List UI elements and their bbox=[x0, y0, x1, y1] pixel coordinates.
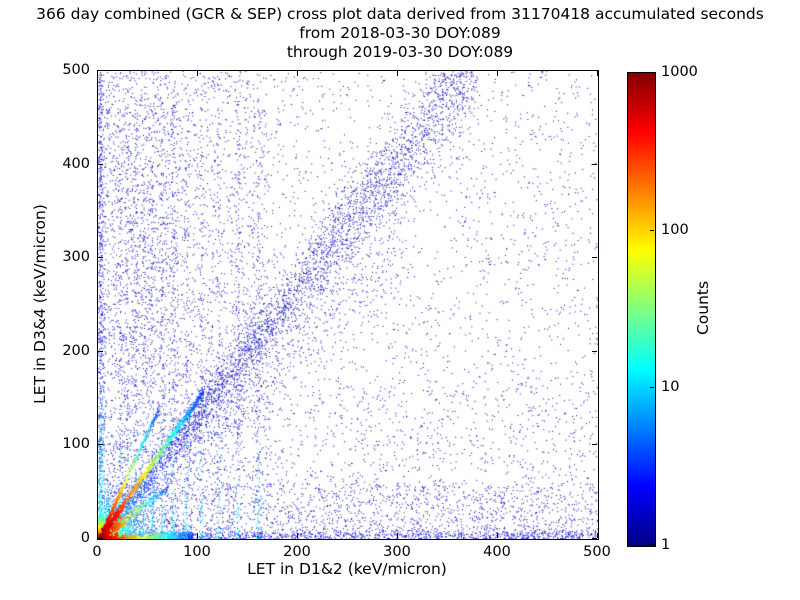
x-tick-label: 100 bbox=[183, 544, 211, 560]
chart-title-line1: 366 day combined (GCR & SEP) cross plot … bbox=[36, 5, 764, 23]
colorbar-tick bbox=[650, 229, 654, 231]
colorbar-tick-label: 1 bbox=[661, 537, 671, 553]
y-tick-right bbox=[592, 350, 597, 352]
x-axis-label: LET in D1&2 (keV/micron) bbox=[247, 560, 447, 578]
y-tick-right bbox=[592, 444, 597, 446]
chart-title-line2: from 2018-03-30 DOY:089 bbox=[299, 24, 501, 42]
x-tick-label: 500 bbox=[583, 544, 611, 560]
colorbar bbox=[627, 72, 656, 547]
chart-title-line3: through 2019-03-30 DOY:089 bbox=[286, 43, 514, 61]
x-tick-top bbox=[297, 71, 298, 76]
x-tick-top bbox=[597, 71, 598, 76]
y-tick bbox=[98, 444, 103, 446]
x-tick-top bbox=[197, 71, 198, 76]
y-tick-right bbox=[592, 70, 597, 71]
y-tick bbox=[98, 350, 103, 352]
colorbar-tick-label: 100 bbox=[661, 221, 689, 238]
y-tick-label: 500 bbox=[62, 62, 90, 78]
y-tick-label: 0 bbox=[80, 530, 90, 546]
y-tick bbox=[98, 257, 103, 259]
x-tick bbox=[297, 533, 298, 538]
colorbar-label: Counts bbox=[694, 280, 712, 336]
scatter-canvas bbox=[98, 71, 598, 539]
plot-area bbox=[97, 70, 599, 540]
y-tick bbox=[98, 70, 103, 71]
x-tick bbox=[97, 533, 98, 538]
chart-title: 366 day combined (GCR & SEP) cross plot … bbox=[0, 5, 800, 62]
colorbar-tick bbox=[650, 387, 654, 389]
y-tick-label: 400 bbox=[62, 155, 90, 172]
x-tick-top bbox=[497, 71, 498, 76]
colorbar-tick-label: 1000 bbox=[661, 64, 698, 80]
x-tick bbox=[497, 533, 498, 538]
x-tick bbox=[397, 533, 398, 538]
x-tick-top bbox=[397, 71, 398, 76]
y-tick-label: 200 bbox=[62, 342, 90, 359]
x-tick-label: 400 bbox=[483, 544, 511, 560]
y-tick-right bbox=[592, 257, 597, 259]
y-tick-right bbox=[592, 163, 597, 165]
y-tick-label: 300 bbox=[62, 249, 90, 266]
y-tick bbox=[98, 538, 103, 539]
x-tick-label: 200 bbox=[283, 544, 311, 560]
y-tick-right bbox=[592, 538, 597, 539]
colorbar-tick bbox=[650, 544, 654, 545]
x-tick-label: 0 bbox=[92, 544, 102, 560]
colorbar-tick-label: 10 bbox=[661, 379, 680, 396]
colorbar-tick bbox=[650, 72, 654, 73]
y-axis-label: LET in D3&4 (keV/micron) bbox=[31, 204, 49, 404]
y-tick-label: 100 bbox=[62, 436, 90, 453]
x-tick bbox=[197, 533, 198, 538]
x-tick-top bbox=[97, 71, 98, 76]
y-tick bbox=[98, 163, 103, 165]
x-tick-label: 300 bbox=[383, 544, 411, 560]
x-tick bbox=[597, 533, 598, 538]
